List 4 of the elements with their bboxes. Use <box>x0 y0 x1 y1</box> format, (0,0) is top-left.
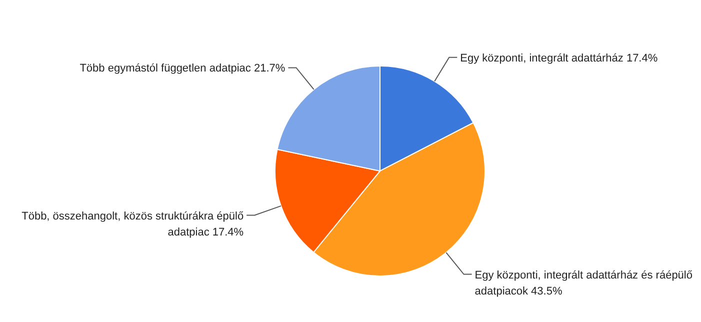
slice-label: Egy központi, integrált adattárház és ráépülő adatpiacok 43.5% <box>474 269 693 298</box>
slice-label: Több egymástól független adatpiac 21.7% <box>80 62 286 75</box>
slice-label: Egy központi, integrált adattárház 17.4% <box>460 52 658 64</box>
slice-label: Több, összehangolt, közös struktúrákra épülő adatpiac 17.4% <box>22 210 244 238</box>
